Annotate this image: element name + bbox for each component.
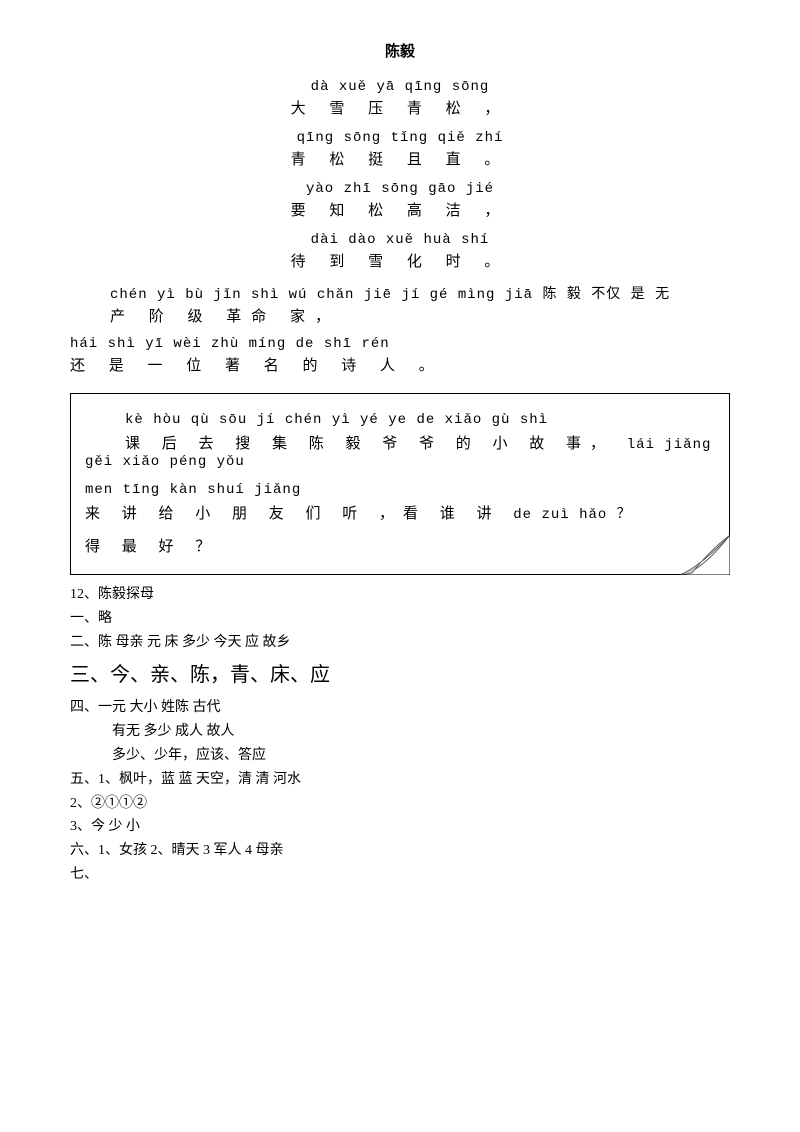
answer-2: 二、陈 母亲 元 床 多少 今天 应 故乡 — [70, 631, 730, 655]
answer-5b: 2、②①①② — [70, 792, 730, 816]
poem-line-2: qīng sōng tǐng qiě zhí 青 松 挺 且 直 。 — [70, 130, 730, 169]
callout-box: kè hòu qù sōu jí chén yì yé ye de xiǎo g… — [70, 393, 730, 575]
answers-section: 12、陈毅探母 一、略 二、陈 母亲 元 床 多少 今天 应 故乡 三、今、亲、… — [70, 583, 730, 887]
pinyin: qīng sōng tǐng qiě zhí — [70, 130, 730, 146]
poem-title: 陈毅 — [70, 40, 730, 61]
hanzi: 青 松 挺 且 直 。 — [70, 148, 730, 169]
answer-1: 一、略 — [70, 607, 730, 631]
answer-4c: 多少、少年，应该、答应 — [70, 744, 730, 768]
pinyin: hái shì yī wèi zhù míng de shī rén — [70, 336, 730, 352]
answer-4a: 四、一元 大小 姓陈 古代 — [70, 696, 730, 720]
answer-5c: 3、今 少 小 — [70, 815, 730, 839]
box-hanzi-2: 来 讲 给 小 朋 友 们 听 ，看 谁 讲 de zuì hǎo ？ — [85, 502, 715, 523]
answer-12: 12、陈毅探母 — [70, 583, 730, 607]
pinyin: dài dào xuě huà shí — [70, 232, 730, 248]
answer-7: 七、 — [70, 863, 730, 887]
pinyin: yào zhī sōng gāo jié — [70, 181, 730, 197]
hanzi: 要 知 松 高 洁 ， — [70, 199, 730, 220]
pinyin: dà xuě yā qīng sōng — [70, 79, 730, 95]
answer-4b: 有无 多少 成人 故人 — [70, 720, 730, 744]
pinyin-mixed: chén yì bù jǐn shì wú chǎn jiē jí gé mìn… — [70, 283, 730, 303]
poem-line-4: dài dào xuě huà shí 待 到 雪 化 时 。 — [70, 232, 730, 271]
paragraph-1: chén yì bù jǐn shì wú chǎn jiē jí gé mìn… — [70, 283, 730, 326]
poem-line-1: dà xuě yā qīng sōng 大 雪 压 青 松 ， — [70, 79, 730, 118]
hanzi: 大 雪 压 青 松 ， — [70, 97, 730, 118]
answer-3: 三、今、亲、陈，青、床、应 — [70, 658, 730, 692]
box-pinyin-2: men tīng kàn shuí jiǎng — [85, 482, 715, 498]
poem-line-3: yào zhī sōng gāo jié 要 知 松 高 洁 ， — [70, 181, 730, 220]
hanzi: 还 是 一 位 著 名 的 诗 人 。 — [70, 354, 730, 375]
box-pinyin-1: kè hòu qù sōu jí chén yì yé ye de xiǎo g… — [85, 412, 715, 428]
answer-6: 六、1、女孩 2、晴天 3 军人 4 母亲 — [70, 839, 730, 863]
answer-5a: 五、1、枫叶，蓝 蓝 天空，清 清 河水 — [70, 768, 730, 792]
page-curl-icon — [680, 535, 730, 575]
box-hanzi-1: 课 后 去 搜 集 陈 毅 爷 爷 的 小 故 事， lái jiǎng gěi… — [85, 432, 715, 470]
hanzi: 产 阶 级 革命 家， — [70, 305, 730, 326]
paragraph-2: hái shì yī wèi zhù míng de shī rén 还 是 一… — [70, 336, 730, 375]
hanzi: 待 到 雪 化 时 。 — [70, 250, 730, 271]
box-hanzi-3: 得 最 好 ？ — [85, 535, 715, 556]
